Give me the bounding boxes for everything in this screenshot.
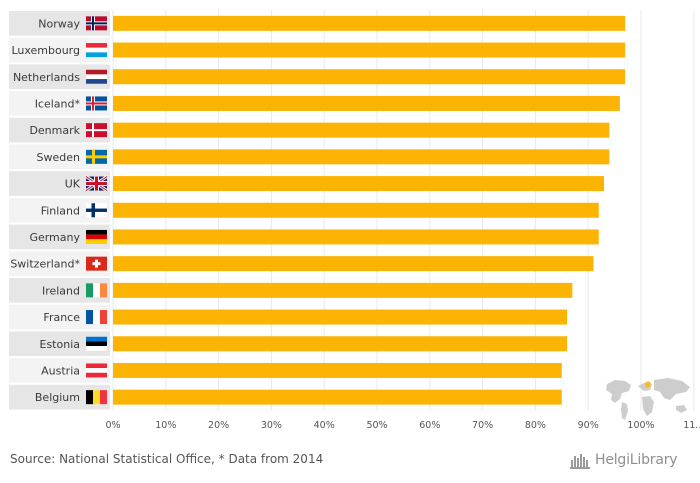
category-label: Denmark [29, 124, 80, 137]
bar [113, 176, 605, 192]
category-label: Estonia [40, 338, 81, 351]
uk-flag-icon [85, 175, 108, 192]
finland-flag-icon [86, 203, 107, 218]
category-label: Luxembourg [11, 44, 80, 57]
x-tick-label: 100% [627, 420, 654, 431]
x-tick-label: 20% [208, 420, 229, 431]
x-tick-label: 11... [683, 420, 700, 431]
category-label: Ireland [42, 284, 80, 297]
bar [113, 15, 626, 31]
belgium-flag-icon [86, 390, 107, 405]
category-label: Iceland* [35, 97, 81, 110]
bars [113, 15, 626, 405]
norway-flag-icon [86, 16, 107, 31]
bar [113, 309, 568, 325]
bar [113, 229, 599, 245]
category-label: Switzerland* [10, 258, 80, 271]
austria-flag-icon [86, 363, 107, 378]
bar [113, 122, 610, 138]
category-label: France [43, 311, 80, 324]
ireland-flag-icon [86, 283, 107, 298]
category-label: Norway [38, 17, 80, 30]
bar [113, 256, 594, 272]
iceland-flag-icon [86, 96, 107, 111]
sweden-flag-icon [86, 149, 107, 164]
bar [113, 42, 626, 58]
bar [113, 95, 620, 111]
bar-chart: Norway Luxembourg Netherlands Iceland* Denma… [9, 10, 700, 431]
bar [113, 69, 626, 85]
x-tick-label: 50% [366, 420, 387, 431]
category-label: Netherlands [13, 71, 80, 84]
netherlands-flag-icon [86, 69, 107, 84]
denmark-flag-icon [86, 123, 107, 138]
helgilibrary-logo[interactable]: HelgiLibrary [570, 449, 678, 471]
germany-flag-icon [86, 229, 107, 244]
category-labels: Norway Luxembourg Netherlands Iceland* Denma… [10, 17, 80, 404]
x-tick-label: 80% [525, 420, 546, 431]
bar [113, 336, 568, 352]
x-tick-label: 10% [155, 420, 176, 431]
bar [113, 202, 599, 218]
logo-text: HelgiLibrary [595, 452, 678, 468]
source-note: Source: National Statistical Office, * D… [10, 452, 324, 466]
world-map-icon [606, 378, 690, 420]
category-label: Finland [41, 204, 80, 217]
x-tick-label: 70% [472, 420, 493, 431]
x-tick-label: 0% [105, 420, 120, 431]
category-label: Austria [41, 364, 80, 377]
bar [113, 149, 610, 165]
x-tick-label: 40% [314, 420, 335, 431]
france-flag-icon [86, 310, 107, 325]
x-tick-label: 90% [578, 420, 599, 431]
bar [113, 282, 573, 298]
flags [85, 16, 108, 405]
category-label: Sweden [37, 151, 80, 164]
estonia-flag-icon [86, 336, 107, 351]
row-backgrounds [9, 11, 110, 410]
category-label: Germany [29, 231, 80, 244]
switzerland-flag-icon [86, 256, 107, 271]
bar [113, 389, 562, 405]
bar [113, 362, 562, 378]
luxembourg-flag-icon [86, 43, 107, 58]
x-tick-label: 30% [261, 420, 282, 431]
x-tick-label: 60% [419, 420, 440, 431]
category-label: Belgium [35, 391, 80, 404]
library-logo-icon [570, 454, 590, 469]
category-label: UK [65, 178, 81, 191]
x-axis-ticks: 0% 10% 20% 30% 40% 50% 60% 70% 80% 90% 100% 11... [105, 420, 700, 431]
